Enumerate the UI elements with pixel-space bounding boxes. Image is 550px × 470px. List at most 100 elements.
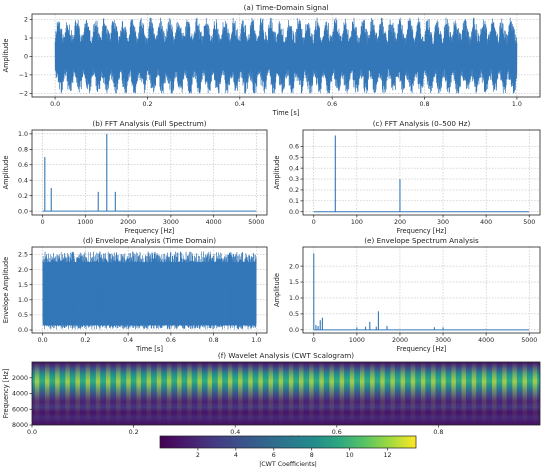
x-tick-label: 0.8 [420, 101, 430, 108]
x-tick-label: 0.0 [27, 429, 37, 436]
x-tick-label: 0.0 [38, 337, 48, 344]
y-tick-label: 0.2 [18, 193, 28, 200]
y-tick-label: 8000 [12, 422, 28, 429]
y-axis-label: Amplitude [273, 156, 281, 190]
y-tick-label: −1 [19, 72, 28, 79]
x-tick-label: 0 [312, 219, 316, 226]
panel-f: 0.0 0.2 0.4 0.6 0.8 2000 4000 6000 8000 (f) Wavel… [2, 351, 541, 443]
x-axis-label: Frequency [Hz] [397, 345, 447, 353]
chart-title: (c) FFT Analysis (0–500 Hz) [373, 119, 471, 128]
x-tick-label: 3000 [163, 219, 179, 226]
scalogram-pulse [248, 362, 253, 425]
scalogram-pulse [177, 362, 182, 425]
scalogram-pulse [359, 362, 365, 425]
scalogram-pulse [207, 362, 213, 425]
y-tick-label: 6000 [12, 406, 28, 413]
y-axis-label: Amplitude [2, 156, 10, 190]
chart-title: (e) Envelope Spectrum Analysis [364, 236, 479, 245]
y-tick-label: 0.5 [18, 312, 28, 319]
scalogram-pulse [431, 362, 436, 425]
x-tick-label: 0.0 [50, 101, 60, 108]
colorbar-label: |CWT Coefficients| [259, 461, 317, 468]
axes-frame [31, 246, 268, 334]
y-tick-label: 0.0 [18, 208, 28, 215]
y-tick-label: 2 [24, 17, 28, 24]
y-tick-label: 0.3 [289, 176, 299, 183]
y-tick-label: 4000 [12, 391, 28, 398]
scalogram-pulse [451, 362, 456, 425]
scalogram-pulse [420, 362, 426, 425]
plot-area-c [303, 130, 540, 215]
x-tick-label: 0.2 [142, 101, 152, 108]
x-tick-label: 1000 [77, 219, 93, 226]
y-tick-label: 0 [24, 54, 28, 61]
panel-e: 0 1000 2000 3000 4000 5000 0.0 0.5 1.0 1.5 2.0 (e) … [273, 236, 541, 353]
scalogram-pulse [481, 362, 487, 425]
panel-c: 0 100 200 300 400 500 0.0 0.1 0.2 0.3 0.4 0.5 0.6 (c)… [273, 119, 541, 235]
y-tick-label: 2.0 [289, 263, 299, 270]
y-tick-label: 1.0 [289, 295, 299, 302]
x-axis-label: Time [s] [135, 345, 163, 353]
y-tick-label: 0.4 [289, 165, 299, 172]
x-tick-label: 200 [394, 219, 406, 226]
scalogram-pulse [238, 362, 243, 425]
scalogram-pulse [187, 362, 192, 425]
scalogram-pulse [288, 362, 294, 425]
scalogram-pulse [75, 362, 80, 425]
y-axis-label: Envelope Amplitude [2, 257, 10, 323]
x-tick-label: 0.6 [327, 101, 337, 108]
x-tick-label: 5000 [248, 219, 264, 226]
chart-title: (a) Time-Domain Signal [244, 3, 329, 12]
scalogram-pulse [370, 362, 375, 425]
x-tick-label: 0.6 [166, 337, 176, 344]
x-tick-label: 0.4 [123, 337, 133, 344]
y-tick-label: 0.0 [289, 209, 299, 216]
scalogram-pulse [492, 362, 497, 425]
chart-title: (f) Wavelet Analysis (CWT Scalogram) [218, 351, 354, 360]
scalogram-pulse [166, 362, 172, 425]
scalogram-pulse [532, 362, 538, 425]
x-tick-label: 0.4 [230, 429, 240, 436]
x-axis-label: Time [s] [272, 109, 300, 117]
y-tick-label: 0.6 [18, 162, 28, 169]
y-axis-label: Amplitude [273, 273, 281, 307]
x-tick-label: 1000 [349, 337, 365, 344]
x-tick-label: 0 [41, 219, 45, 226]
scalogram-pulse [146, 362, 152, 425]
y-tick-label: 0.6 [289, 144, 299, 151]
x-tick-label: 4000 [206, 219, 222, 226]
scalogram-pulse [105, 362, 111, 425]
panel-b: 0 1000 2000 3000 4000 5000 0.0 0.2 0.4 0.6 0.8 1.0 (… [2, 119, 268, 235]
x-tick-label: 4000 [478, 337, 494, 344]
scalogram-pulse [268, 362, 273, 425]
scalogram-pulse [65, 362, 70, 425]
scalogram-pulse [45, 362, 50, 425]
colorbar-tick-label: 4 [234, 452, 238, 459]
scalogram-pulse [197, 362, 202, 425]
y-tick-label: 2.5 [18, 252, 28, 259]
scalogram-pulse [410, 362, 416, 425]
chart-title: (d) Envelope Analysis (Time Domain) [83, 236, 216, 245]
scalogram-pulse [309, 362, 314, 425]
scalogram-pulse [95, 362, 101, 425]
scalogram-pulse [258, 362, 263, 425]
x-tick-label: 0.6 [332, 429, 342, 436]
scalogram-pulse [319, 362, 324, 425]
scalogram-pulse [512, 362, 517, 425]
plot-area-b [32, 130, 267, 215]
x-axis-label: Frequency [Hz] [125, 227, 175, 235]
scalogram-pulse [126, 362, 131, 425]
y-tick-label: 0.0 [18, 327, 28, 334]
x-tick-label: 0.8 [433, 429, 443, 436]
scalogram-pulse [390, 362, 395, 425]
y-tick-label: 1.0 [18, 131, 28, 138]
x-tick-label: 2000 [120, 219, 136, 226]
x-tick-label: 0.2 [129, 429, 139, 436]
envelope-line [42, 251, 257, 330]
y-tick-label: 2.0 [18, 267, 28, 274]
colorbar-tick-label: 12 [384, 452, 392, 459]
x-tick-label: 0.4 [235, 101, 245, 108]
y-tick-label: 1 [24, 35, 28, 42]
y-tick-label: 1.0 [18, 297, 28, 304]
